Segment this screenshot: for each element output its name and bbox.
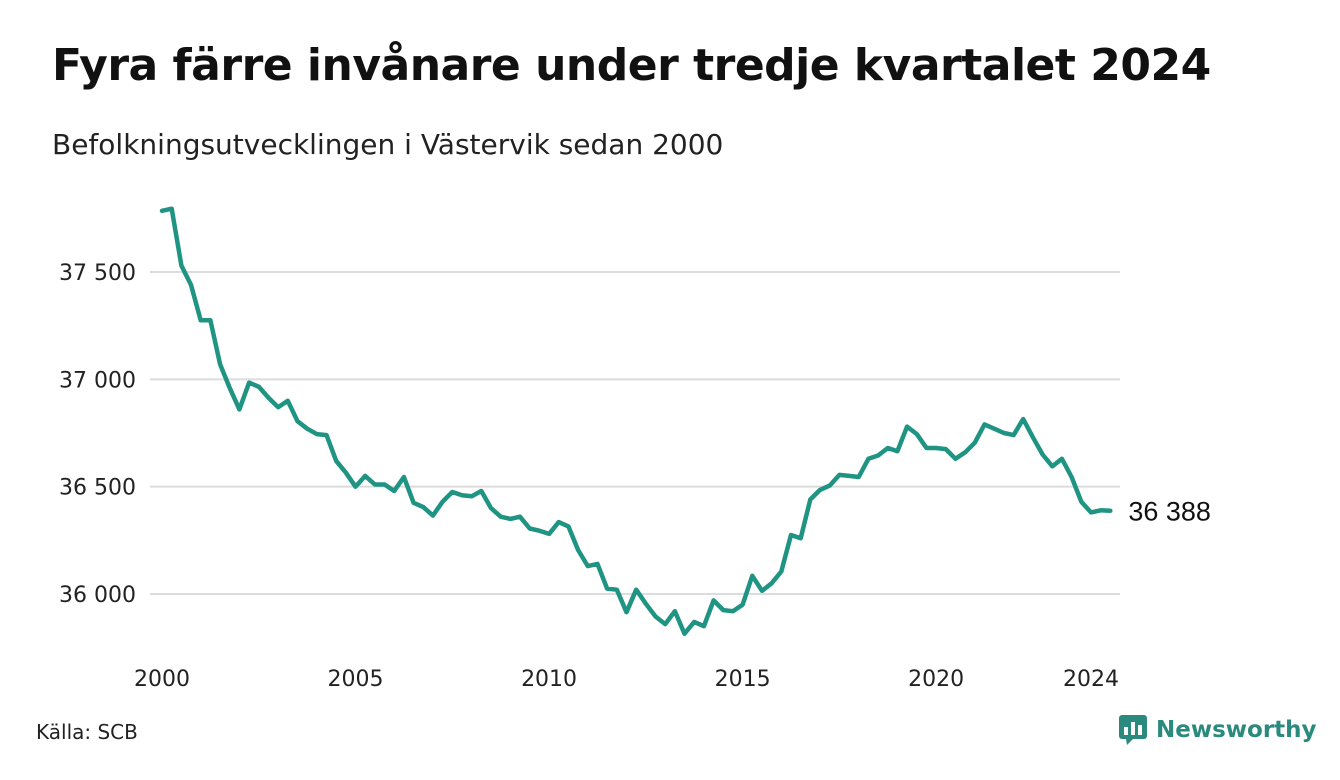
y-axis-ticks: 36 000 36 500 37 000 37 500 <box>59 261 136 608</box>
gridlines <box>150 271 1120 595</box>
newsworthy-logo-icon <box>1119 715 1147 745</box>
y-tick-label: 36 000 <box>59 583 136 608</box>
x-tick-label: 2020 <box>908 667 964 692</box>
x-tick-label: 2010 <box>521 667 577 692</box>
y-tick-label: 37 000 <box>59 368 136 393</box>
x-tick-label: 2015 <box>715 667 771 692</box>
population-line <box>159 206 1113 636</box>
x-tick-label: 2005 <box>328 667 384 692</box>
end-value-label: 36 388 <box>1128 497 1211 527</box>
x-tick-label: 2024 <box>1063 667 1119 692</box>
y-tick-label: 36 500 <box>59 476 136 501</box>
chart-subtitle: Befolkningsutvecklingen i Västervik seda… <box>52 128 724 161</box>
chart-title: Fyra färre invånare under tredje kvartal… <box>52 40 1211 91</box>
brand-name: Newsworthy <box>1156 717 1317 743</box>
x-tick-label: 2000 <box>134 667 190 692</box>
brand-logo: Newsworthy <box>1118 714 1317 746</box>
x-axis-ticks: 2000 2005 2010 2015 2020 2024 <box>134 667 1119 692</box>
y-tick-label: 37 500 <box>59 261 136 286</box>
source-note: Källa: SCB <box>36 720 138 744</box>
